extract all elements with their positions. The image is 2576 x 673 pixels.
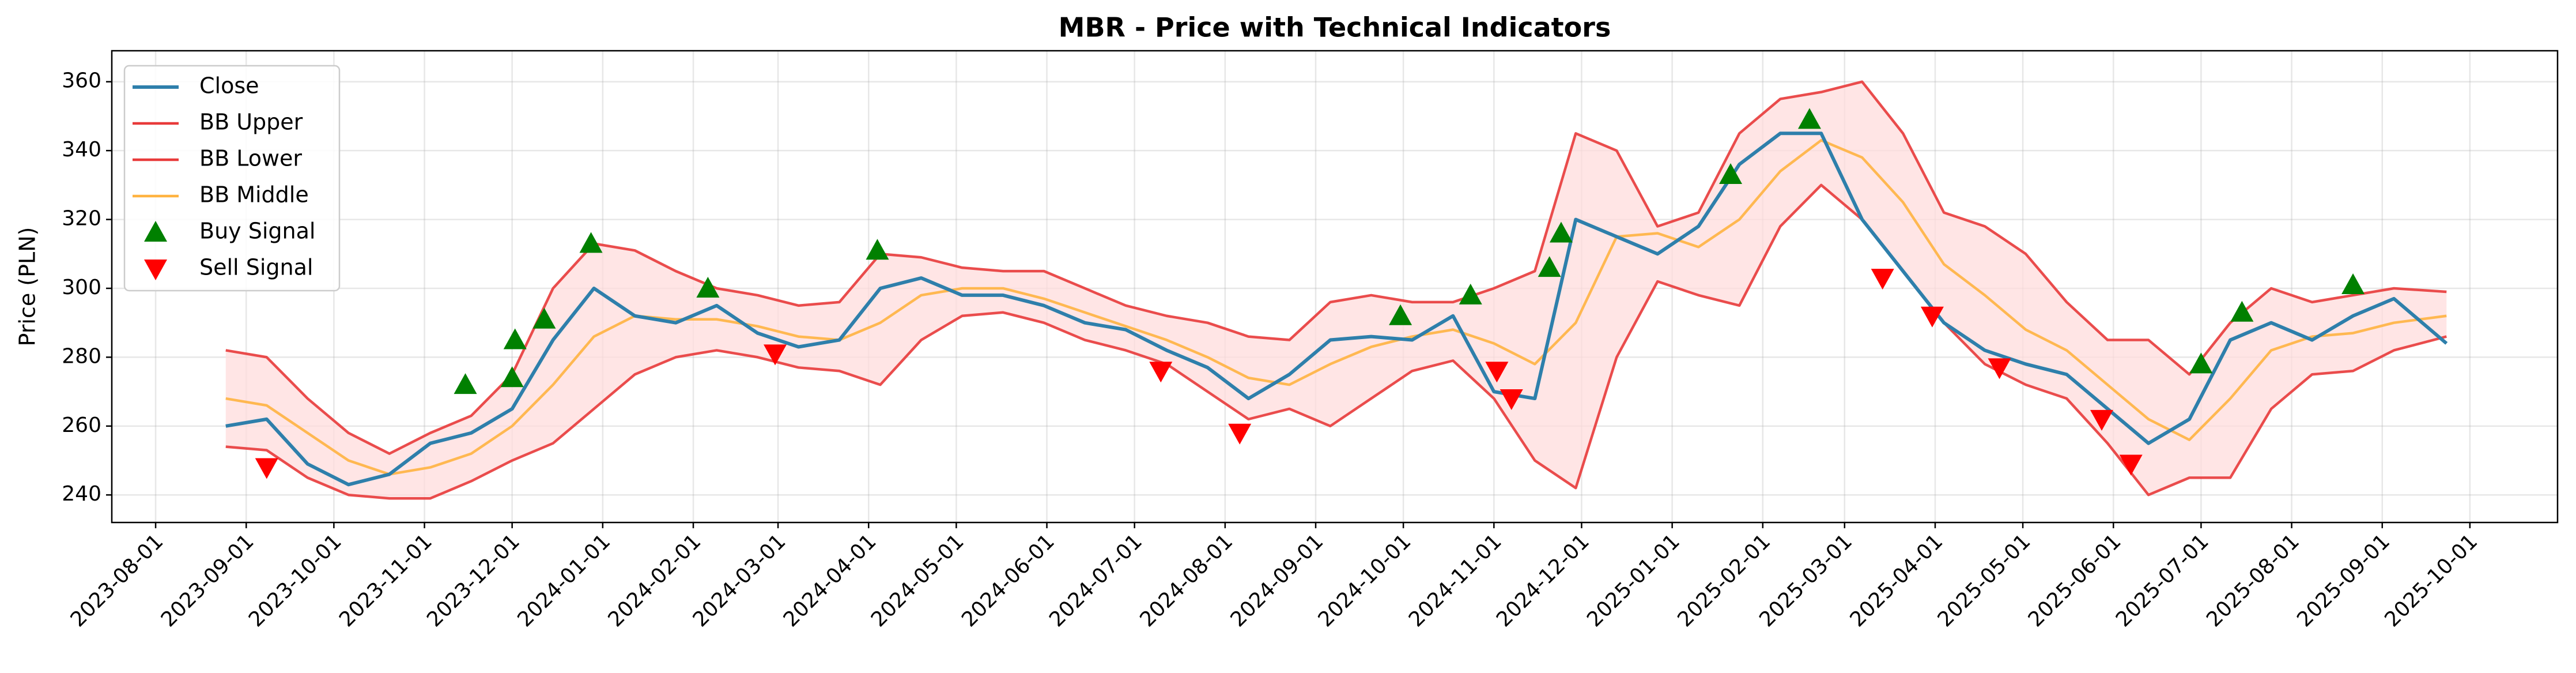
x-tick-label: 2023-09-01 bbox=[157, 529, 259, 631]
x-tick-label: 2024-11-01 bbox=[1404, 529, 1506, 631]
x-tick-label: 2024-07-01 bbox=[1045, 529, 1147, 631]
signal-marker bbox=[503, 328, 527, 349]
series-line bbox=[225, 131, 2448, 487]
signal-marker bbox=[454, 373, 477, 394]
legend-label: Sell Signal bbox=[199, 255, 313, 280]
x-tick-label: 2024-01-01 bbox=[513, 529, 615, 631]
legend-label: BB Middle bbox=[199, 182, 309, 208]
signal-marker bbox=[1459, 283, 1482, 304]
signal-marker bbox=[866, 239, 889, 260]
x-tick-label: 2025-06-01 bbox=[2024, 529, 2126, 631]
legend-box bbox=[123, 65, 341, 292]
signal-marker bbox=[1920, 306, 1944, 328]
signal-marker bbox=[2090, 409, 2114, 431]
y-axis-label: Price (PLN) bbox=[15, 227, 40, 347]
signal-marker bbox=[1797, 108, 1821, 129]
y-tick-label: 360 bbox=[62, 69, 101, 93]
signal-marker bbox=[255, 458, 278, 479]
plot-frame bbox=[111, 50, 2559, 524]
signal-marker bbox=[1149, 362, 1173, 383]
legend-label: BB Lower bbox=[199, 146, 302, 171]
y-tick-label: 300 bbox=[62, 276, 101, 299]
x-tick-label: 2023-12-01 bbox=[422, 529, 524, 631]
x-tick-label: 2024-12-01 bbox=[1492, 529, 1594, 631]
x-tick-label: 2025-04-01 bbox=[1845, 529, 1947, 631]
x-tick-label: 2023-11-01 bbox=[335, 529, 437, 631]
signal-marker bbox=[1719, 163, 1743, 184]
x-tick-label: 2024-10-01 bbox=[1314, 529, 1416, 631]
x-tick-label: 2023-10-01 bbox=[244, 529, 346, 631]
signal-marker bbox=[1499, 389, 1523, 411]
x-tick-label: 2024-05-01 bbox=[867, 529, 969, 631]
signal-marker bbox=[532, 307, 556, 329]
x-tick-label: 2025-09-01 bbox=[2292, 529, 2394, 631]
signal-marker bbox=[1549, 221, 1573, 243]
x-tick-label: 2025-10-01 bbox=[2380, 529, 2482, 631]
signal-marker bbox=[1228, 423, 1252, 445]
x-tick-label: 2025-08-01 bbox=[2202, 529, 2304, 631]
signal-marker bbox=[2189, 352, 2213, 374]
y-tick-label: 320 bbox=[62, 207, 101, 231]
x-tick-label: 2025-01-01 bbox=[1582, 529, 1684, 631]
signal-marker bbox=[1538, 256, 1561, 277]
x-tick-label: 2023-08-01 bbox=[66, 529, 168, 631]
legend-marker bbox=[144, 260, 167, 280]
chart-title: MBR - Price with Technical Indicators bbox=[1059, 12, 1611, 43]
x-tick-label: 2024-06-01 bbox=[957, 529, 1059, 631]
signal-marker bbox=[1871, 269, 1894, 290]
y-tick-label: 260 bbox=[62, 413, 101, 437]
signal-marker bbox=[2341, 273, 2365, 295]
legend-label: Close bbox=[199, 73, 259, 99]
signal-marker bbox=[500, 366, 524, 388]
x-tick-label: 2024-08-01 bbox=[1135, 529, 1237, 631]
y-tick-label: 280 bbox=[62, 344, 101, 368]
band-fill bbox=[225, 81, 2447, 499]
signal-marker bbox=[1389, 304, 1412, 325]
x-tick-label: 2025-05-01 bbox=[1933, 529, 2035, 631]
signal-marker bbox=[764, 344, 787, 366]
y-tick-label: 340 bbox=[62, 138, 101, 161]
x-tick-label: 2024-09-01 bbox=[1226, 529, 1328, 631]
series-line bbox=[225, 183, 2447, 500]
signal-marker bbox=[1988, 358, 2011, 379]
signal-marker bbox=[579, 232, 603, 253]
series-line bbox=[225, 138, 2447, 476]
legend-marker bbox=[144, 221, 167, 242]
signal-marker bbox=[1485, 362, 1509, 383]
legend-label: Buy Signal bbox=[199, 219, 315, 244]
y-tick-label: 240 bbox=[62, 482, 101, 506]
signal-marker bbox=[696, 276, 720, 298]
x-tick-label: 2025-07-01 bbox=[2112, 529, 2214, 631]
signal-marker bbox=[2230, 300, 2254, 322]
x-tick-label: 2024-04-01 bbox=[779, 529, 881, 631]
legend-label: BB Upper bbox=[199, 110, 303, 135]
signal-marker bbox=[2119, 454, 2143, 476]
